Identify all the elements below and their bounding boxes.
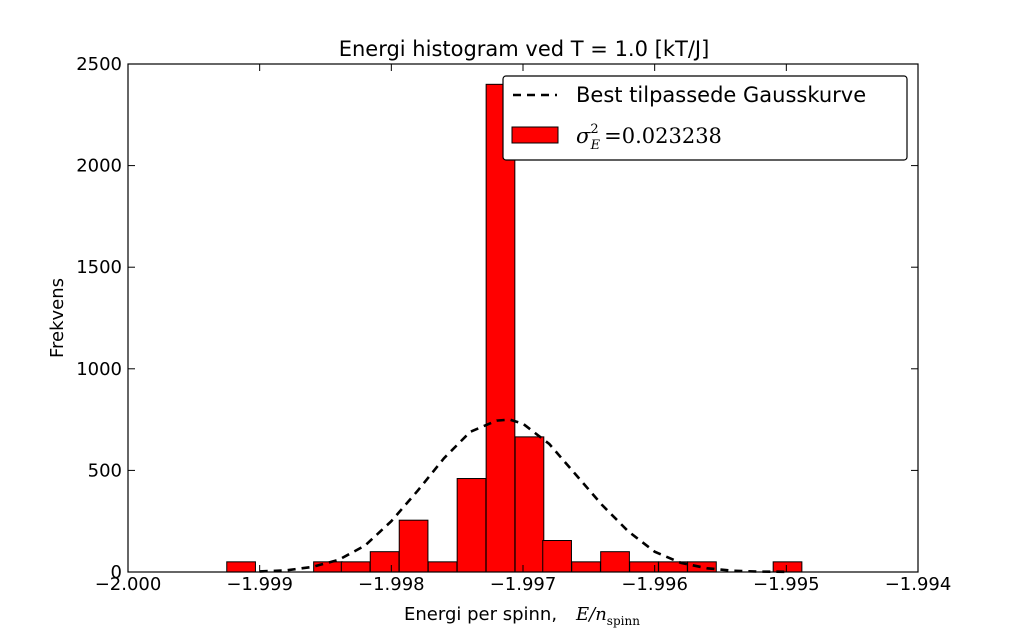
histogram-bar-2 [313, 561, 343, 573]
histogram-bar-6 [427, 561, 458, 573]
x-tick-label: −1.995 [753, 574, 820, 595]
histogram-bar-10 [542, 540, 572, 573]
x-tick-label: −1.998 [358, 574, 425, 595]
histogram-bar-5 [398, 519, 429, 573]
histogram-bar-9 [514, 436, 545, 573]
x-tick-label: −1.996 [621, 574, 688, 595]
chart-title: Energi histogram ved T = 1.0 [kT/J] [339, 37, 710, 61]
gauss-fit-line [259, 418, 787, 574]
y-tick-label: 1500 [76, 257, 122, 278]
histogram-bar-13 [629, 561, 659, 573]
x-axis-label: Energi per spinn, E/nspinn [404, 604, 640, 628]
x-tick-label: −1.999 [226, 574, 293, 595]
histogram-bar-3 [340, 561, 371, 573]
legend-bar-label: σ2 E =0.023238 [576, 122, 722, 153]
histogram-bar-4 [369, 551, 400, 573]
y-tick-label: 2000 [76, 156, 122, 177]
x-tick-label: −2.000 [95, 574, 162, 595]
histogram-bar-7 [456, 478, 487, 573]
y-tick-label: 500 [88, 460, 122, 481]
histogram-bar-12 [600, 551, 630, 573]
legend-line-label: Best tilpassede Gausskurve [576, 83, 866, 107]
histogram-bar-1 [226, 561, 256, 573]
x-tick-label: −1.997 [490, 574, 557, 595]
histogram-bar-11 [571, 561, 601, 573]
y-axis: 0 500 1000 1500 2000 2500 [76, 54, 918, 583]
legend-box [502, 75, 908, 161]
x-axis: −2.000 −1.999 −1.998 −1.997 −1.996 −1.995 −1.9… [95, 64, 952, 595]
y-tick-label: 1000 [76, 359, 122, 380]
legend: Best tilpassede Gausskurve σ2 E =0.023238 [502, 75, 908, 161]
x-axis-label-math: E/nspinn [575, 604, 640, 628]
x-axis-label-text: Energi per spinn, [404, 604, 557, 625]
y-tick-label: 2500 [76, 54, 122, 75]
histogram-bar-15 [687, 561, 717, 573]
y-axis-label: Frekvens [47, 278, 68, 358]
histogram-bar-8 [485, 83, 516, 573]
legend-bar-swatch [511, 126, 559, 144]
y-tick-label: 0 [111, 562, 122, 583]
x-tick-label: −1.994 [885, 574, 952, 595]
